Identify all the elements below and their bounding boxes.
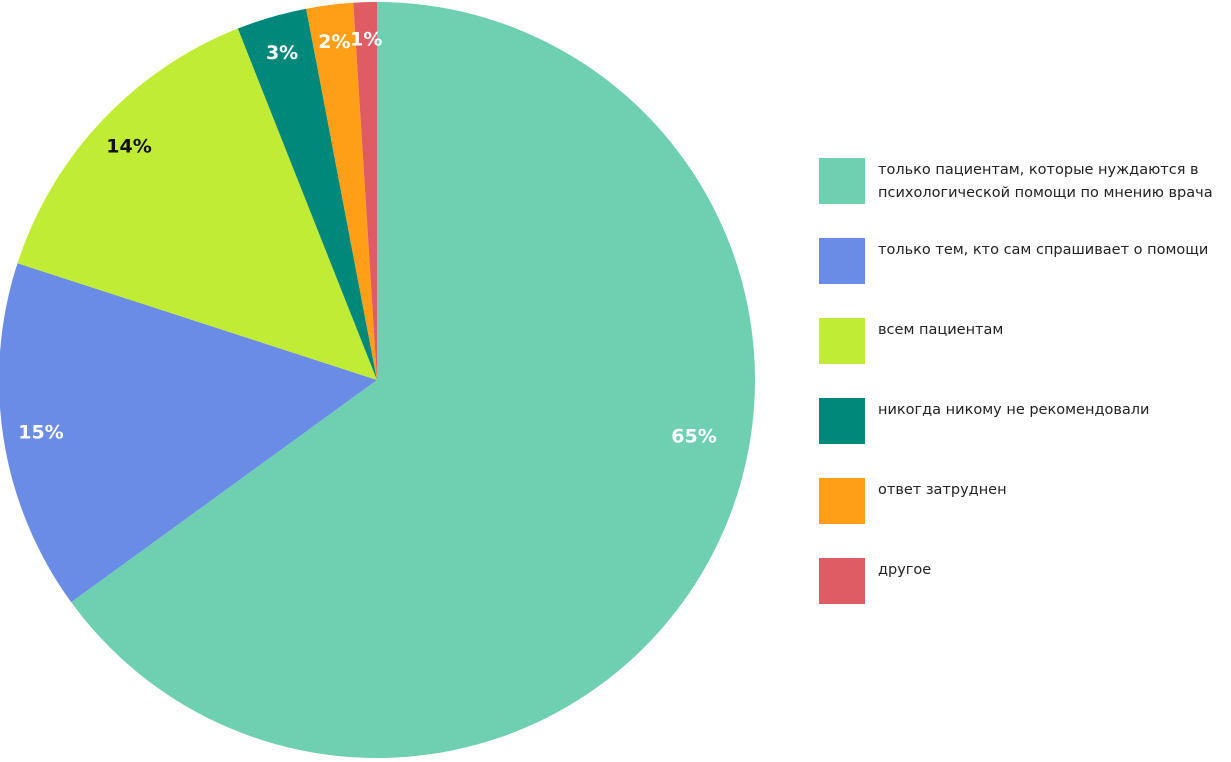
legend-item: никогда никому не рекомендовали: [819, 398, 1230, 444]
data-label: 15%: [18, 422, 63, 444]
data-label: 1%: [350, 28, 382, 50]
legend-label: только пациентам, которые нуждаются в пс…: [878, 162, 1213, 201]
legend-item: только тем, кто сам спрашивает о помощи: [819, 238, 1230, 284]
pie-chart: 65% 15% 14% 3% 2% 1%: [0, 2, 755, 759]
pie-slice: [306, 2, 377, 380]
legend-swatch: [819, 158, 865, 204]
pie-slice: [0, 263, 377, 603]
legend-swatch: [819, 398, 865, 444]
legend-swatch: [819, 558, 865, 604]
legend-label: ответ затруднен: [878, 482, 1007, 498]
legend-item: всем пациентам: [819, 318, 1230, 364]
legend-label: другое: [878, 562, 932, 578]
legend-item: только пациентам, которые нуждаются в пс…: [819, 158, 1230, 205]
data-label: 3%: [266, 42, 298, 64]
data-label: 14%: [106, 136, 151, 158]
legend-swatch: [819, 318, 865, 364]
pie-slice: [353, 2, 377, 380]
legend-item: другое: [819, 558, 1230, 604]
pie-slice: [71, 2, 755, 759]
legend-label: всем пациентам: [878, 322, 1004, 338]
legend-label: никогда никому не рекомендовали: [878, 402, 1150, 418]
legend-item: ответ затруднен: [819, 478, 1230, 524]
legend-swatch: [819, 238, 865, 284]
pie-slice: [17, 28, 377, 380]
pie-slice: [237, 8, 377, 380]
legend-label: только тем, кто сам спрашивает о помощи: [878, 242, 1209, 258]
legend-swatch: [819, 478, 865, 524]
data-label: 65%: [671, 426, 716, 448]
data-label: 2%: [318, 31, 350, 53]
